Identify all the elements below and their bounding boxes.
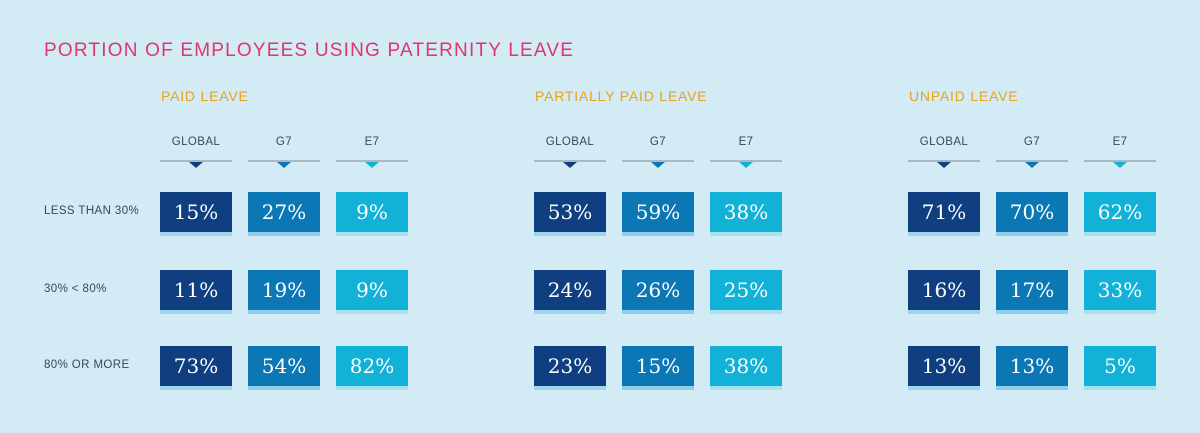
- cell-underline: [534, 386, 606, 390]
- group-title: UNPAID LEAVE: [909, 88, 1019, 104]
- column-rule: [534, 160, 606, 162]
- column-marker-icon: [937, 162, 951, 168]
- cell-underline: [908, 386, 980, 390]
- column-marker-icon: [563, 162, 577, 168]
- column-marker-icon: [651, 162, 665, 168]
- cell-underline: [1084, 386, 1156, 390]
- row-label: 30% < 80%: [44, 283, 107, 295]
- cell-underline: [534, 232, 606, 236]
- chart-title: PORTION OF EMPLOYEES USING PATERNITY LEA…: [44, 40, 575, 61]
- data-cell: 15%: [622, 346, 694, 386]
- column-rule: [248, 160, 320, 162]
- column-rule: [160, 160, 232, 162]
- data-cell: 38%: [710, 192, 782, 232]
- column-marker-icon: [277, 162, 291, 168]
- data-cell: 73%: [160, 346, 232, 386]
- data-cell: 9%: [336, 192, 408, 232]
- column-rule: [710, 160, 782, 162]
- column-header: G7: [1023, 136, 1041, 148]
- data-cell: 16%: [908, 270, 980, 310]
- group-title: PARTIALLY PAID LEAVE: [535, 88, 708, 104]
- column-marker-icon: [1025, 162, 1039, 168]
- cell-underline: [622, 232, 694, 236]
- cell-underline: [710, 232, 782, 236]
- column-header: G7: [649, 136, 667, 148]
- column-header: E7: [1112, 136, 1128, 148]
- row-label: 80% OR MORE: [44, 359, 130, 371]
- cell-underline: [710, 310, 782, 314]
- data-cell: 19%: [248, 270, 320, 310]
- data-cell: 70%: [996, 192, 1068, 232]
- cell-underline: [336, 386, 408, 390]
- cell-underline: [996, 232, 1068, 236]
- cell-underline: [908, 232, 980, 236]
- data-cell: 11%: [160, 270, 232, 310]
- cell-underline: [622, 386, 694, 390]
- data-cell: 13%: [996, 346, 1068, 386]
- column-marker-icon: [1113, 162, 1127, 168]
- cell-underline: [248, 232, 320, 236]
- column-header: GLOBAL: [171, 136, 221, 148]
- cell-underline: [160, 310, 232, 314]
- column-rule: [1084, 160, 1156, 162]
- cell-underline: [336, 232, 408, 236]
- cell-underline: [248, 310, 320, 314]
- data-cell: 17%: [996, 270, 1068, 310]
- cell-underline: [996, 310, 1068, 314]
- cell-underline: [1084, 310, 1156, 314]
- cell-underline: [336, 310, 408, 314]
- group-title: PAID LEAVE: [161, 88, 249, 104]
- column-rule: [622, 160, 694, 162]
- cell-underline: [534, 310, 606, 314]
- column-header: E7: [738, 136, 754, 148]
- data-cell: 26%: [622, 270, 694, 310]
- column-marker-icon: [365, 162, 379, 168]
- cell-underline: [248, 386, 320, 390]
- cell-underline: [996, 386, 1068, 390]
- column-marker-icon: [739, 162, 753, 168]
- column-header: GLOBAL: [545, 136, 595, 148]
- cell-underline: [710, 386, 782, 390]
- data-cell: 82%: [336, 346, 408, 386]
- data-cell: 71%: [908, 192, 980, 232]
- data-cell: 25%: [710, 270, 782, 310]
- data-cell: 53%: [534, 192, 606, 232]
- cell-underline: [622, 310, 694, 314]
- data-cell: 54%: [248, 346, 320, 386]
- data-cell: 9%: [336, 270, 408, 310]
- data-cell: 24%: [534, 270, 606, 310]
- cell-underline: [908, 310, 980, 314]
- data-cell: 5%: [1084, 346, 1156, 386]
- column-header: GLOBAL: [919, 136, 969, 148]
- column-header: G7: [275, 136, 293, 148]
- data-cell: 13%: [908, 346, 980, 386]
- column-rule: [336, 160, 408, 162]
- data-cell: 59%: [622, 192, 694, 232]
- column-rule: [908, 160, 980, 162]
- cell-underline: [160, 386, 232, 390]
- column-rule: [996, 160, 1068, 162]
- data-cell: 23%: [534, 346, 606, 386]
- row-label: LESS THAN 30%: [44, 205, 140, 217]
- column-header: E7: [364, 136, 380, 148]
- cell-underline: [160, 232, 232, 236]
- column-marker-icon: [189, 162, 203, 168]
- data-cell: 62%: [1084, 192, 1156, 232]
- data-cell: 27%: [248, 192, 320, 232]
- data-cell: 33%: [1084, 270, 1156, 310]
- data-cell: 38%: [710, 346, 782, 386]
- cell-underline: [1084, 232, 1156, 236]
- data-cell: 15%: [160, 192, 232, 232]
